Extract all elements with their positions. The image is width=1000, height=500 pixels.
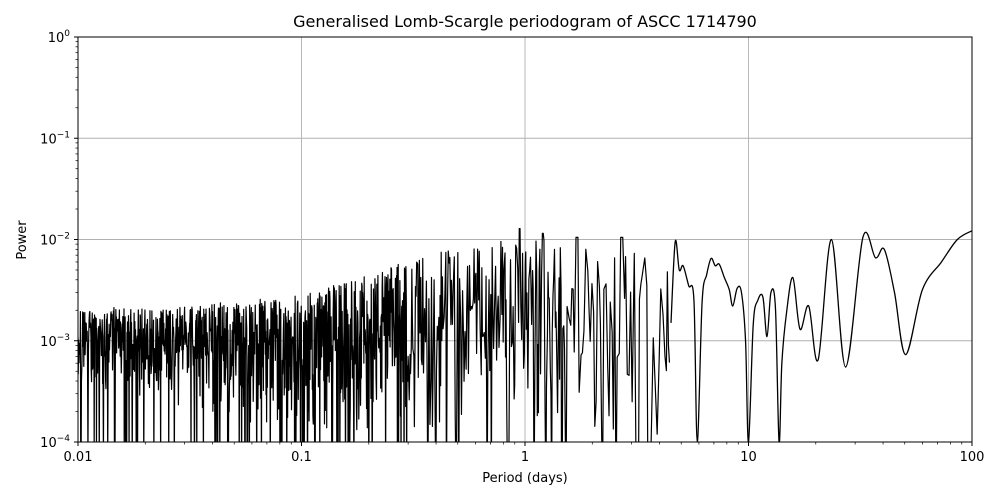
grid-lines — [78, 37, 972, 442]
x-axis-ticks: 0.01 0.1 1 10 100 — [64, 442, 985, 465]
y-tick-label: 10−4 — [40, 434, 70, 451]
x-tick-label: 100 — [960, 450, 985, 465]
y-tick-label: 10−1 — [40, 130, 70, 147]
y-tick-label: 10−3 — [40, 333, 70, 350]
x-tick-label: 0.01 — [64, 450, 93, 465]
y-axis-label: Power — [15, 220, 30, 260]
x-axis-label: Period (days) — [482, 471, 568, 486]
periodogram-smooth-line — [670, 230, 972, 442]
periodogram-noisy-line — [78, 228, 671, 442]
x-tick-label: 1 — [521, 450, 529, 465]
plot-area — [78, 228, 972, 442]
x-tick-label: 10 — [740, 450, 757, 465]
y-tick-label: 100 — [48, 29, 71, 46]
y-tick-label: 10−2 — [40, 232, 70, 249]
x-tick-label: 0.1 — [291, 450, 312, 465]
y-axis-ticks: 10−4 10−3 10−2 10−1 100 — [40, 29, 78, 451]
chart-title: Generalised Lomb-Scargle periodogram of … — [293, 12, 757, 31]
